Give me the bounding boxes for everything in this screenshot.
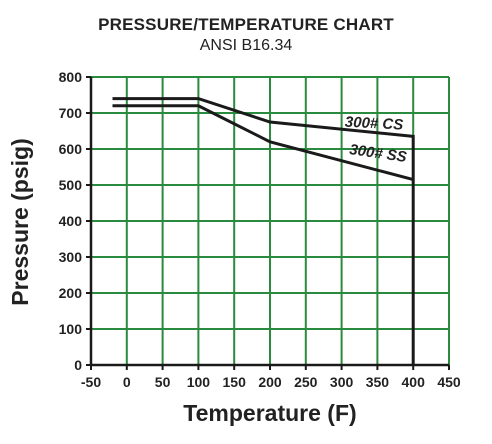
grid bbox=[90, 76, 450, 366]
series-line-ss bbox=[112, 104, 414, 182]
x-tick-label: 0 bbox=[123, 374, 131, 390]
x-tick-label: 350 bbox=[366, 374, 390, 390]
y-tick-label: 0 bbox=[74, 357, 82, 373]
y-tick-label: 700 bbox=[59, 105, 83, 121]
x-tick-label: 400 bbox=[402, 374, 426, 390]
axes bbox=[86, 76, 450, 370]
series-label-cs: 300# CS bbox=[344, 114, 403, 134]
y-axis-title: Pressure (psig) bbox=[7, 138, 33, 305]
x-tick-label: 100 bbox=[187, 374, 211, 390]
series-line-cs bbox=[112, 97, 415, 365]
x-tick-label: 250 bbox=[294, 374, 318, 390]
x-tick-label: -50 bbox=[81, 374, 101, 390]
y-tick-label: 200 bbox=[59, 285, 83, 301]
x-tick-label: 300 bbox=[330, 374, 354, 390]
x-tick-label: 150 bbox=[223, 374, 247, 390]
x-tick-label: 450 bbox=[437, 374, 461, 390]
tick-labels: -50 0 50 100 150 200 250 300 350 400 4500100200300… bbox=[59, 69, 461, 390]
y-tick-label: 300 bbox=[59, 249, 83, 265]
x-axis-title: Temperature (F) bbox=[183, 400, 356, 426]
y-tick-label: 800 bbox=[59, 69, 83, 85]
y-tick-label: 600 bbox=[59, 141, 83, 157]
series bbox=[112, 97, 415, 365]
chart-title: PRESSURE/TEMPERATURE CHART bbox=[98, 15, 394, 34]
x-tick-label: 50 bbox=[155, 374, 171, 390]
chart-subtitle: ANSI B16.34 bbox=[199, 37, 293, 54]
y-tick-label: 400 bbox=[59, 213, 83, 229]
x-tick-label: 200 bbox=[258, 374, 282, 390]
y-tick-label: 500 bbox=[59, 177, 83, 193]
y-tick-label: 100 bbox=[59, 321, 83, 337]
